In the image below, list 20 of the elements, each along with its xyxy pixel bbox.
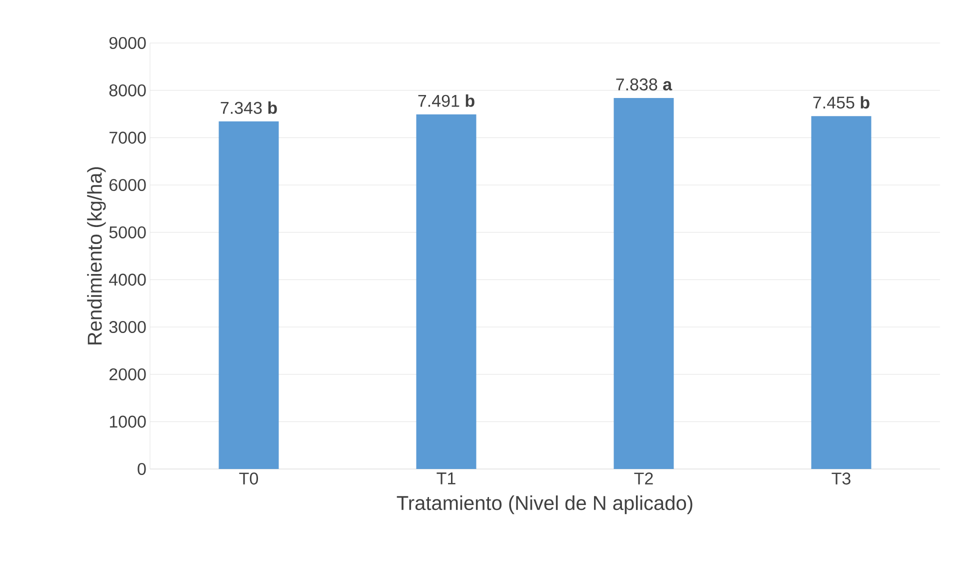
data-label: 7.455 b (813, 96, 870, 109)
x-axis-title: Tratamiento (Nivel de N aplicado) (396, 495, 692, 514)
y-tick-label: 9000 (109, 36, 146, 50)
data-label: 7.343 b (220, 101, 277, 114)
y-tick-label: 6000 (110, 178, 146, 192)
y-axis-title: Rendimiento (kg/ha) (87, 167, 106, 344)
y-tick-label: 3000 (109, 320, 146, 334)
data-label: 7.838 a (616, 78, 672, 90)
x-tick-label: T2 (634, 472, 653, 484)
y-tick-label: 1000 (110, 416, 146, 428)
y-tick-label: 0 (138, 462, 146, 476)
y-tick-label: 2000 (110, 368, 146, 380)
y-tick-label: 4000 (109, 274, 146, 286)
y-tick-label: 5000 (109, 226, 146, 238)
x-tick-label: T1 (436, 472, 456, 484)
y-tick-label: 8000 (109, 84, 146, 96)
y-tick-label: 7000 (110, 132, 146, 144)
data-label: 7.491 b (418, 94, 474, 107)
x-tick-label: T3 (832, 472, 850, 485)
x-tick-label: T0 (239, 472, 258, 485)
